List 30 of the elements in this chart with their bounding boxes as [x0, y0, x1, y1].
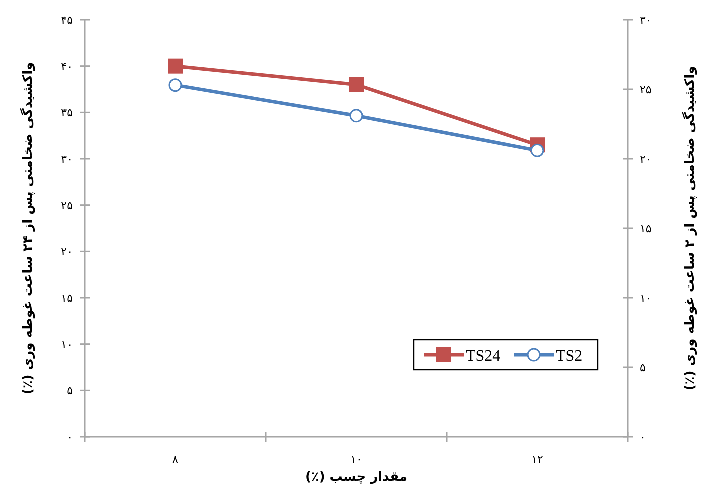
point: [350, 109, 364, 123]
point: [530, 144, 544, 158]
y-tick-label: ۱۰: [61, 338, 73, 352]
y-tick-label: ۵: [67, 384, 74, 398]
y-tick-label: ۰: [67, 431, 73, 444]
point: [168, 78, 182, 92]
y-axis-title: واکشیدگی ضخامتی پس از ۲۴ ساعت غوطه وری (٪): [20, 62, 36, 395]
y2-axis-title: واکشیدگی ضخامتی پس از ۲ ساعت غوطه وری (٪): [682, 66, 698, 391]
y-tick-label: ۴۵: [61, 14, 74, 27]
y2-tick-label: ۳۰: [640, 14, 652, 27]
legend-label: TS2: [556, 348, 583, 365]
y-tick-label: ۳۵: [61, 106, 74, 120]
point: [168, 58, 183, 74]
x-tick-label: ۱۰: [350, 453, 362, 466]
y2-tick-label: ۲۰: [640, 153, 652, 166]
y2-tick-label: ۱۰: [640, 292, 652, 305]
x-axis-title: مقدار چسب (٪): [305, 470, 408, 485]
y2-tick-label: ۵: [640, 362, 646, 374]
y-tick-label: ۴۰: [61, 60, 73, 74]
point: [349, 77, 364, 92]
x-tick-label: ۸: [172, 453, 179, 466]
x-tick-label: ۱۲: [532, 453, 544, 466]
y-tick-label: ۲۵: [61, 199, 74, 212]
legend-label: TS24: [466, 348, 501, 365]
y2-tick-label: ۰: [640, 431, 646, 444]
y2-tick-label: ۲۵: [640, 84, 652, 96]
y2-tick-label: ۱۵: [640, 222, 652, 236]
y-tick-label: ۳۰: [61, 153, 73, 166]
y-tick-label: ۱۵: [61, 292, 74, 305]
y-tick-label: ۲۰: [61, 246, 73, 259]
